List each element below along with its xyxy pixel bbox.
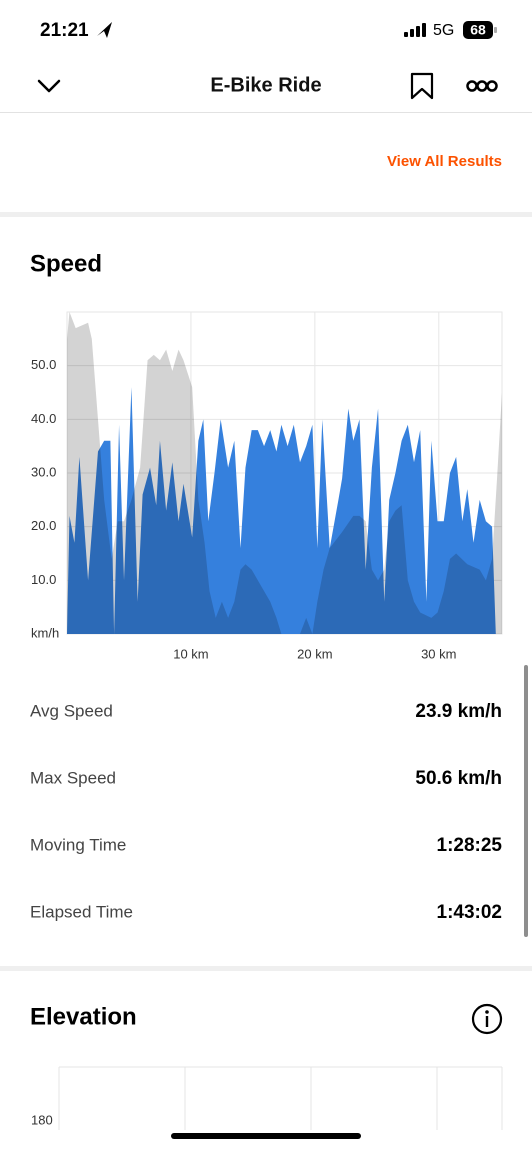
info-button[interactable] <box>471 1003 503 1035</box>
header-title: E-Bike Ride <box>210 74 321 96</box>
bookmark-button[interactable] <box>410 72 434 100</box>
home-indicator <box>171 1133 361 1139</box>
section-divider <box>0 966 532 971</box>
speed-stats: Avg Speed 23.9 km/h Max Speed 50.6 km/h Movi… <box>30 701 502 923</box>
stat-value: 1:43:02 <box>437 902 503 923</box>
y-tick-label: 180 <box>31 1112 53 1127</box>
network-label: 5G <box>433 22 454 39</box>
battery-tip <box>494 27 497 33</box>
signal-icon <box>404 23 426 37</box>
stat-value: 1:28:25 <box>437 835 503 856</box>
stat-value: 50.6 km/h <box>415 768 502 789</box>
y-tick-label: km/h <box>31 625 59 640</box>
elevation-heading: Elevation <box>30 1003 137 1030</box>
y-tick-label: 30.0 <box>31 464 56 479</box>
more-button[interactable] <box>466 80 498 92</box>
y-tick-label: 40.0 <box>31 411 56 426</box>
battery-level: 68 <box>470 22 486 38</box>
stat-label: Elapsed Time <box>30 902 133 921</box>
speed-heading: Speed <box>30 250 102 277</box>
y-tick-label: 50.0 <box>31 357 56 372</box>
stat-label: Avg Speed <box>30 701 113 720</box>
scrollbar <box>524 665 528 937</box>
stat-value: 23.9 km/h <box>415 701 502 722</box>
view-all-results-link[interactable]: View All Results <box>387 153 502 170</box>
x-tick-label: 10 km <box>173 646 208 661</box>
stat-label: Moving Time <box>30 835 126 854</box>
back-button[interactable] <box>37 79 61 93</box>
area <box>67 312 502 634</box>
status-time: 21:21 <box>40 20 89 41</box>
location-icon <box>97 22 112 38</box>
elevation-chart: 180 <box>31 1066 503 1130</box>
x-tick-label: 30 km <box>421 646 456 661</box>
section-divider <box>0 212 532 217</box>
speed-chart: km/h 10.0 20.0 30.0 40.0 50.0 10 km 20 km 30 km <box>31 311 503 661</box>
header-divider <box>0 112 532 113</box>
x-tick-label: 20 km <box>297 646 332 661</box>
battery-icon <box>463 21 493 39</box>
y-tick-label: 20.0 <box>31 518 56 533</box>
y-tick-label: 10.0 <box>31 572 56 587</box>
stat-label: Max Speed <box>30 768 116 787</box>
